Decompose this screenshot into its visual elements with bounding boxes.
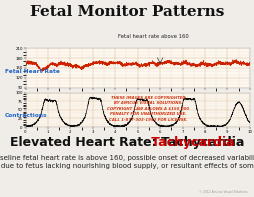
Text: Fetal Monitor Patterns: Fetal Monitor Patterns	[30, 5, 224, 19]
Text: © 2012 Amicus Visual Solutions: © 2012 Amicus Visual Solutions	[198, 190, 246, 194]
Text: Usually due to fetus lacking nourishing blood supply, or resultant effects of so: Usually due to fetus lacking nourishing …	[0, 164, 254, 169]
Text: Elevated Heart Rate: Tachycardia: Elevated Heart Rate: Tachycardia	[10, 136, 244, 149]
Text: Tachycardia: Tachycardia	[20, 136, 234, 149]
Text: Contractions: Contractions	[5, 113, 47, 118]
Text: THESE IMAGES ARE COPYRIGHTED
BY AMICUS VISUAL SOLUTIONS.
COPYRIGHT LAW ALLOWS A : THESE IMAGES ARE COPYRIGHTED BY AMICUS V…	[106, 96, 188, 122]
Text: Baseline fetal heart rate is above 160, possible onset of decreased variability.: Baseline fetal heart rate is above 160, …	[0, 155, 254, 161]
Text: Fetal heart rate above 160: Fetal heart rate above 160	[117, 34, 188, 39]
Text: Fetal Heart Rate: Fetal Heart Rate	[5, 69, 60, 74]
